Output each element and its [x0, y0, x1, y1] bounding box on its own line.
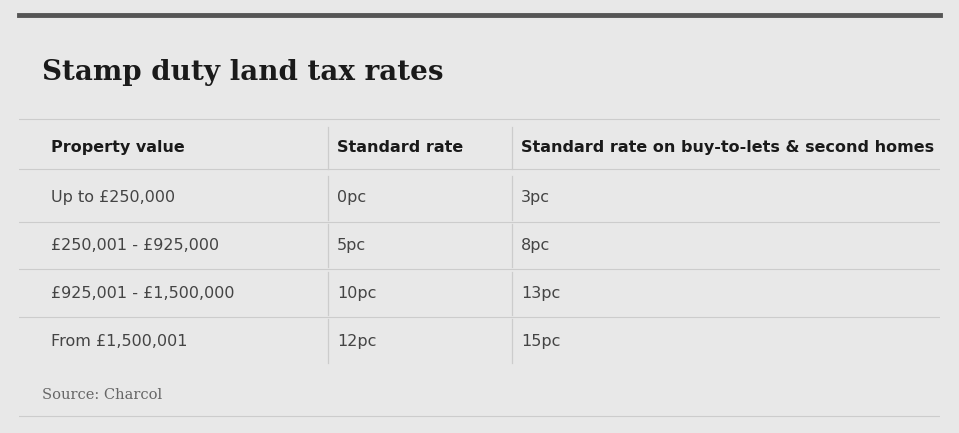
Text: £925,001 - £1,500,000: £925,001 - £1,500,000 — [52, 286, 235, 301]
Text: 12pc: 12pc — [337, 334, 376, 349]
Text: 15pc: 15pc — [521, 334, 560, 349]
Text: Up to £250,000: Up to £250,000 — [52, 190, 175, 205]
Text: 3pc: 3pc — [521, 190, 550, 205]
Text: Standard rate on buy-to-lets & second homes: Standard rate on buy-to-lets & second ho… — [521, 140, 934, 155]
Text: Standard rate: Standard rate — [337, 140, 463, 155]
Text: Property value: Property value — [52, 140, 185, 155]
Text: 0pc: 0pc — [337, 190, 366, 205]
Text: Source: Charcol: Source: Charcol — [42, 388, 162, 402]
Text: 8pc: 8pc — [521, 238, 550, 253]
Text: £250,001 - £925,000: £250,001 - £925,000 — [52, 238, 220, 253]
Text: Stamp duty land tax rates: Stamp duty land tax rates — [42, 58, 444, 86]
Text: 5pc: 5pc — [337, 238, 366, 253]
Text: 10pc: 10pc — [337, 286, 376, 301]
Text: From £1,500,001: From £1,500,001 — [52, 334, 188, 349]
Text: 13pc: 13pc — [521, 286, 560, 301]
